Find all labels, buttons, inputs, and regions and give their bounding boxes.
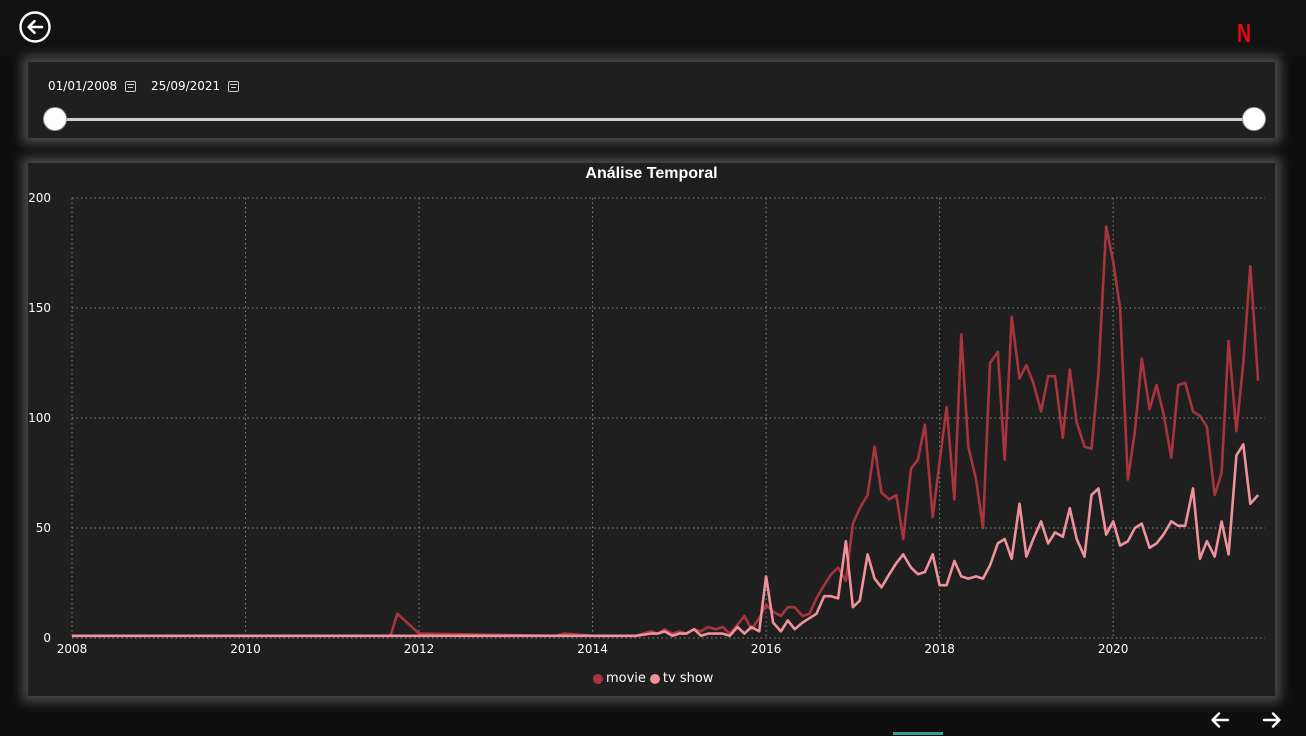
y-tick-label: 200 bbox=[28, 191, 51, 205]
date-range-slicer: 01/01/2008 25/09/2021 bbox=[28, 62, 1275, 138]
slider-track[interactable] bbox=[54, 118, 1254, 121]
y-tick-label: 50 bbox=[36, 521, 51, 535]
legend-dot-movie bbox=[593, 673, 603, 684]
arrow-left-circle-icon[interactable] bbox=[18, 10, 52, 44]
chart-title: Análise Temporal bbox=[585, 165, 718, 182]
x-tick-label: 2008 bbox=[57, 642, 88, 656]
back-button[interactable] bbox=[18, 10, 52, 44]
arrow-left-icon[interactable] bbox=[1208, 708, 1232, 732]
series-line-tv-show bbox=[72, 443, 1260, 638]
legend-label-movie: movie bbox=[606, 671, 646, 686]
calendar-icon[interactable] bbox=[125, 80, 137, 92]
slider-start-handle[interactable] bbox=[43, 107, 67, 131]
legend-label-tv-show: tv show bbox=[662, 671, 714, 686]
legend-item-movie[interactable]: movie bbox=[593, 671, 646, 686]
active-page-indicator bbox=[893, 732, 943, 735]
series-line-movie bbox=[72, 225, 1260, 638]
x-tick-label: 2010 bbox=[230, 642, 261, 656]
end-date[interactable]: 25/09/2021 bbox=[151, 79, 240, 93]
legend-dot-tv-show bbox=[649, 673, 660, 684]
chart-legend: movie tv show bbox=[593, 671, 713, 686]
top-bar: N bbox=[0, 0, 1306, 56]
x-tick-label: 2020 bbox=[1098, 642, 1129, 656]
netflix-logo: N bbox=[1237, 18, 1252, 48]
y-tick-label: 150 bbox=[28, 301, 51, 315]
prev-page-button[interactable] bbox=[1208, 708, 1232, 732]
legend-item-tv-show[interactable]: tv show bbox=[649, 671, 714, 686]
x-tick-label: 2018 bbox=[924, 642, 955, 656]
x-tick-label: 2014 bbox=[577, 642, 608, 656]
calendar-icon[interactable] bbox=[228, 80, 240, 92]
start-date-text: 01/01/2008 bbox=[48, 79, 118, 93]
chart-panel: Análise Temporal 0 50 100 150 200 2008 2010 201… bbox=[28, 163, 1275, 696]
x-tick-label: 2012 bbox=[404, 642, 435, 656]
line-chart: 0 50 100 150 200 2008 2010 2012 2014 2016 2018 2020 bbox=[28, 191, 1265, 656]
start-date[interactable]: 01/01/2008 bbox=[48, 79, 137, 93]
slider-end-handle[interactable] bbox=[1242, 107, 1266, 131]
y-tick-label: 100 bbox=[28, 411, 51, 425]
arrow-right-icon[interactable] bbox=[1260, 708, 1284, 732]
next-page-button[interactable] bbox=[1260, 708, 1284, 732]
end-date-text: 25/09/2021 bbox=[151, 79, 221, 93]
y-tick-label: 0 bbox=[43, 631, 51, 645]
x-tick-label: 2016 bbox=[751, 642, 782, 656]
